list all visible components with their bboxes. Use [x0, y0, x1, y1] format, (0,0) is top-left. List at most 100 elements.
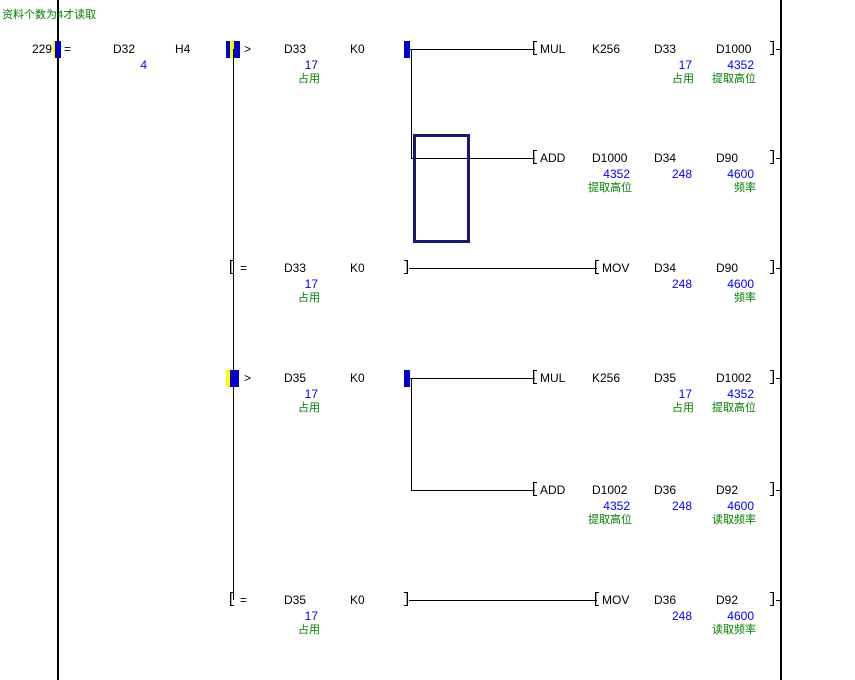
device-label[interactable]: D36 [654, 483, 677, 497]
device-comment: 读取频率 [712, 624, 756, 636]
device-label[interactable]: D1002 [592, 483, 628, 497]
instruction-close-bracket: ] [768, 40, 778, 57]
energized-contact-bar [226, 41, 230, 58]
device-label[interactable]: K0 [350, 371, 365, 385]
monitor-value: 17 [304, 387, 318, 401]
device-label[interactable]: D33 [284, 261, 307, 275]
wire-horizontal [411, 158, 535, 159]
energized-contact-bar [230, 370, 239, 387]
wire-horizontal [409, 600, 597, 601]
device-label[interactable]: K0 [350, 42, 365, 56]
wire-vertical [233, 49, 234, 600]
device-label[interactable]: D33 [284, 42, 307, 56]
wire-horizontal [776, 378, 780, 379]
instruction-open-bracket: [ [530, 40, 540, 57]
device-comment: 占用 [298, 292, 320, 304]
wire-horizontal [409, 268, 597, 269]
contact-open-bracket: [ [227, 259, 237, 276]
device-label[interactable]: D92 [716, 593, 739, 607]
device-label[interactable]: D90 [716, 151, 739, 165]
contact-close-bracket: ] [402, 591, 412, 608]
device-comment: 读取频率 [712, 514, 756, 526]
instruction-mnemonic[interactable]: MUL [540, 42, 566, 56]
wire-horizontal [776, 268, 780, 269]
monitor-value: 248 [671, 277, 692, 291]
device-label[interactable]: D1000 [592, 151, 628, 165]
device-label[interactable]: D34 [654, 151, 677, 165]
device-label[interactable]: D32 [113, 42, 136, 56]
monitor-value: 4 [140, 58, 147, 72]
contact-highlight [226, 370, 230, 387]
device-comment: 提取高位 [588, 182, 632, 194]
instruction-close-bracket: ] [768, 149, 778, 166]
contact-operator[interactable]: = [64, 42, 72, 56]
instruction-mnemonic[interactable]: MUL [540, 371, 566, 385]
contact-open-bracket: [ [227, 591, 237, 608]
device-label[interactable]: D35 [284, 371, 307, 385]
device-label[interactable]: D92 [716, 483, 739, 497]
device-comment: 频率 [734, 182, 756, 194]
monitor-value: 4352 [727, 387, 754, 401]
contact-close-bracket: ] [402, 259, 412, 276]
monitor-value: 248 [671, 167, 692, 181]
right-power-rail [780, 0, 782, 680]
device-comment: 提取高位 [588, 514, 632, 526]
device-label[interactable]: H4 [175, 42, 191, 56]
device-comment: 提取高位 [712, 402, 756, 414]
device-comment: 占用 [298, 624, 320, 636]
monitor-value: 4600 [727, 499, 754, 513]
energized-contact-bar [55, 41, 61, 58]
monitor-value: 4600 [727, 277, 754, 291]
rung-comment: 资料个数为4才读取 [2, 9, 97, 21]
contact-highlight [53, 41, 55, 58]
monitor-value: 17 [304, 58, 318, 72]
device-label[interactable]: D35 [284, 593, 307, 607]
contact-highlight [230, 41, 234, 58]
instruction-open-bracket: [ [530, 369, 540, 386]
device-comment: 频率 [734, 292, 756, 304]
monitor-value: 4352 [603, 167, 630, 181]
instruction-close-bracket: ] [768, 481, 778, 498]
device-comment: 占用 [672, 402, 694, 414]
left-power-rail [57, 0, 59, 680]
monitor-value: 17 [678, 58, 692, 72]
instruction-open-bracket: [ [530, 149, 540, 166]
monitor-value: 17 [304, 609, 318, 623]
monitor-value: 17 [678, 387, 692, 401]
device-label[interactable]: D90 [716, 261, 739, 275]
contact-operator[interactable]: > [244, 371, 252, 385]
device-comment: 占用 [298, 73, 320, 85]
wire-horizontal [776, 600, 780, 601]
device-comment: 提取高位 [712, 73, 756, 85]
device-label[interactable]: K0 [350, 261, 365, 275]
instruction-mnemonic[interactable]: ADD [540, 151, 566, 165]
device-label[interactable]: K256 [592, 42, 621, 56]
device-label[interactable]: K256 [592, 371, 621, 385]
device-label[interactable]: D1002 [716, 371, 752, 385]
contact-operator[interactable]: = [240, 261, 248, 275]
wire-vertical [411, 378, 412, 490]
device-label[interactable]: K0 [350, 593, 365, 607]
wire-horizontal [409, 49, 535, 50]
instruction-mnemonic[interactable]: MOV [602, 261, 630, 275]
contact-operator[interactable]: > [244, 42, 252, 56]
wire-vertical [411, 49, 412, 158]
instruction-mnemonic[interactable]: MOV [602, 593, 630, 607]
device-label[interactable]: D35 [654, 371, 677, 385]
device-label[interactable]: D36 [654, 593, 677, 607]
instruction-open-bracket: [ [592, 591, 602, 608]
contact-operator[interactable]: = [240, 593, 248, 607]
device-label[interactable]: D34 [654, 261, 677, 275]
wire-horizontal [411, 490, 535, 491]
wire-horizontal [776, 490, 780, 491]
device-label[interactable]: D33 [654, 42, 677, 56]
instruction-mnemonic[interactable]: ADD [540, 483, 566, 497]
instruction-close-bracket: ] [768, 591, 778, 608]
monitor-value: 248 [671, 609, 692, 623]
edit-cursor [413, 134, 470, 243]
device-label[interactable]: D1000 [716, 42, 752, 56]
wire-horizontal [776, 49, 780, 50]
step-number: 229 [31, 42, 52, 56]
monitor-value: 4352 [603, 499, 630, 513]
